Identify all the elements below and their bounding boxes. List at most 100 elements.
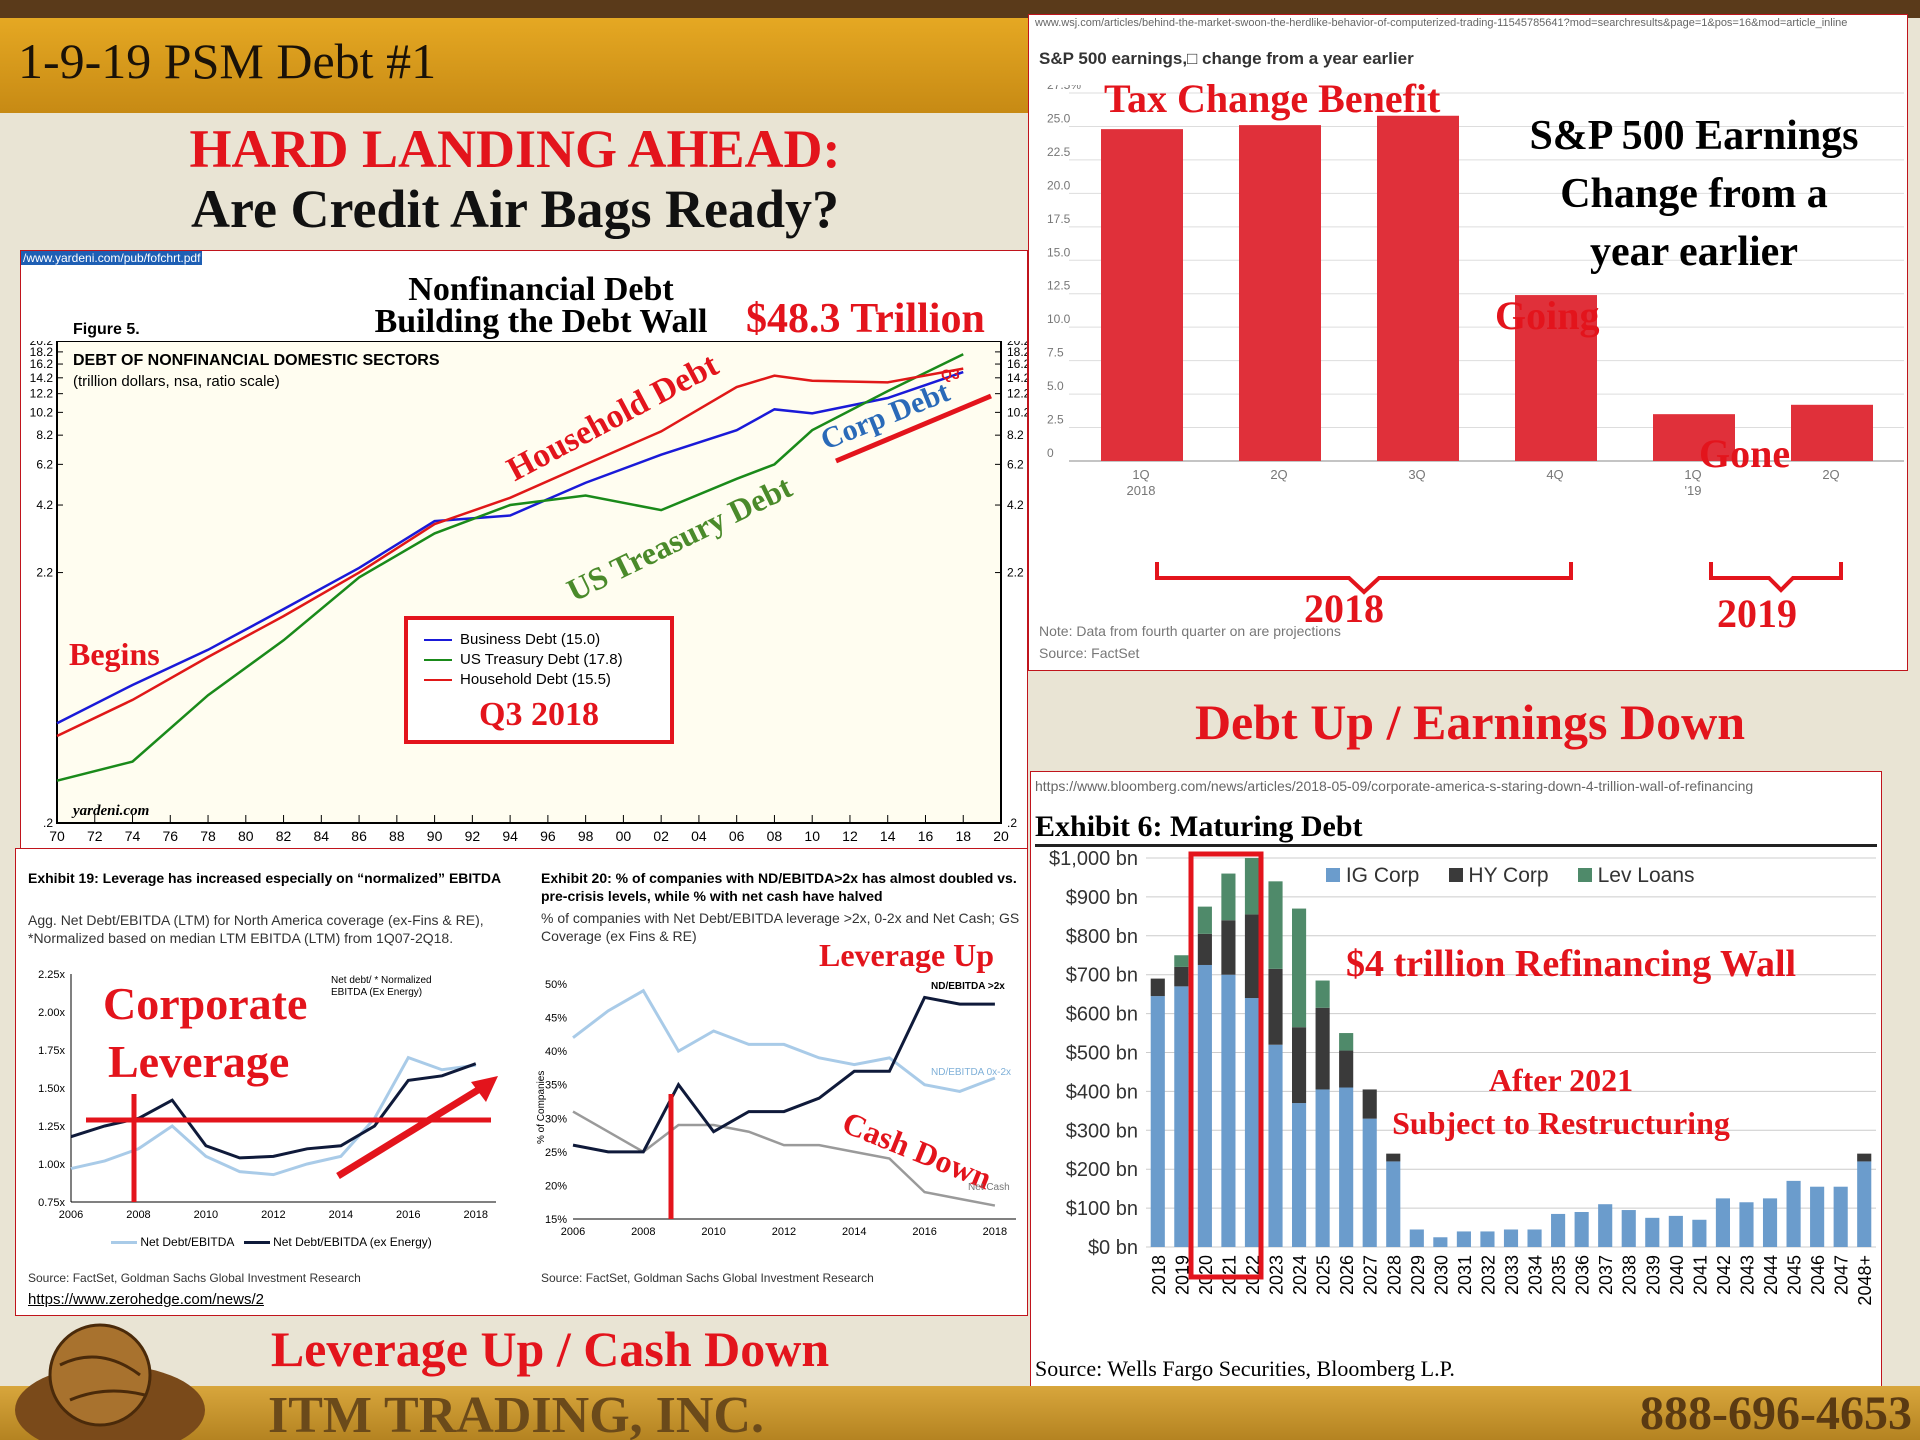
debt-earnings-caption: Debt Up / Earnings Down (1194, 694, 1746, 750)
x-tick-label: 2006 (561, 1226, 585, 1238)
after-2021-label: After 2021 (1488, 1062, 1634, 1098)
y-tick-label: 30% (545, 1113, 567, 1125)
zerohedge-link[interactable]: https://www.zerohedge.com/news/2 (28, 1291, 264, 1308)
x-tick-label: 18 (955, 828, 971, 844)
exhibit19-source: Source: FactSet, Goldman Sachs Global In… (28, 1271, 361, 1285)
bar-segment (1197, 933, 1212, 965)
y-tick-label: 7.5 (1047, 346, 1064, 360)
chart-source: Source: FactSet (1039, 645, 1140, 661)
source-url[interactable]: www.wsj.com/articles/behind-the-market-s… (1035, 17, 1848, 29)
y-tick-label: $400 bn (1066, 1081, 1138, 1103)
x-tick-label: 2006 (59, 1209, 83, 1221)
y-tick-label: 1.25x (38, 1121, 65, 1133)
brace-2019 (1709, 562, 1843, 593)
y-tick-label: $900 bn (1066, 887, 1138, 909)
total-debt-label: $48.3 Trillion (746, 296, 985, 342)
debt-chart-panel: /www.yardeni.com/pub/fofchrt.pdf Nonfina… (20, 250, 1028, 850)
treasury-debt-line (56, 353, 964, 782)
bar-segment (1244, 914, 1260, 999)
brace-2018 (1155, 562, 1573, 595)
x-tick-label: 2039 (1643, 1255, 1663, 1295)
legend-net-debt: Net Debt/EBITDA (140, 1235, 234, 1249)
bar-segment (1715, 1198, 1730, 1247)
x-tick-label: 76 (162, 828, 178, 844)
bar-segment (1621, 1210, 1636, 1247)
x-tick-label: 16 (918, 828, 934, 844)
x-tick-label: 96 (540, 828, 556, 844)
x-tick-label: 2035 (1549, 1255, 1569, 1295)
household-debt-line (56, 367, 964, 738)
x-tick-label: 2018 (983, 1226, 1007, 1238)
exhibit19-subtitle: Agg. Net Debt/EBITDA (LTM) for North Ame… (28, 912, 484, 946)
bar-segment (1244, 858, 1260, 915)
x-tick-label: 2010 (701, 1226, 725, 1238)
x-tick-label: 2045 (1785, 1255, 1805, 1295)
bar-segment (1221, 873, 1236, 921)
x-tick-label: 70 (49, 828, 65, 844)
y-tick-label: 20% (545, 1180, 567, 1192)
bar-segment (1221, 974, 1236, 1247)
y-tick-label: 2.00x (38, 1007, 65, 1019)
x-tick-label: 78 (200, 828, 216, 844)
year-braces (1155, 562, 1843, 595)
x-tick-label: 2018 (464, 1209, 488, 1221)
begins-label: Begins (69, 636, 160, 672)
legend-hy: HY Corp (1468, 864, 1549, 887)
bar-segment (1833, 1186, 1848, 1247)
legend-caption: Q3 2018 (479, 696, 599, 733)
y-tick-label: 1.75x (38, 1045, 65, 1057)
x-tick-label: 2043 (1737, 1255, 1757, 1295)
x-tick-label: 2032 (1478, 1255, 1498, 1295)
x-tick-label: 2041 (1690, 1255, 1710, 1295)
exhibit20-chart: 15% 20% 25% 30% 35% 40% 45% 50% 2006 2008 2010 2012… (545, 979, 1016, 1238)
x-tick-label: 2024 (1290, 1255, 1310, 1295)
y-tick-label: 12.5 (1047, 279, 1071, 293)
x-tick-label: 2048+ (1855, 1255, 1875, 1306)
source-url[interactable]: /www.yardeni.com/pub/fofchrt.pdf (21, 251, 203, 265)
y-tick-label: 10.2 (1007, 405, 1027, 419)
bar-segment (1292, 908, 1307, 1028)
bar-segment (1480, 1231, 1495, 1247)
chart-header: S&P 500 earnings,□ change from a year ea… (1039, 49, 1414, 68)
bar-segment (1645, 1217, 1660, 1247)
bar-segment (1150, 996, 1165, 1247)
chart-source: Source: Wells Fargo Securities, Bloomber… (1035, 1356, 1455, 1381)
bar-segment (1174, 955, 1189, 967)
y-tick-label: $200 bn (1066, 1159, 1138, 1181)
bar-segment (1786, 1180, 1801, 1247)
x-tick-label: 2008 (631, 1226, 655, 1238)
y-tick-label: 35% (545, 1080, 567, 1092)
source-url[interactable]: https://www.bloomberg.com/news/articles/… (1035, 778, 1754, 794)
company-name: ITM TRADING, INC. (268, 1387, 764, 1440)
bar-segment (1857, 1153, 1872, 1162)
nd-ebitda-0-2x-line (572, 988, 996, 1093)
x-tick-label: 2016 (912, 1226, 936, 1238)
x-tick-label: 88 (389, 828, 405, 844)
bar-segment (1409, 1229, 1424, 1247)
x-tick-label: 2019 (1172, 1255, 1192, 1295)
y-tick-label: 2.2 (1007, 566, 1024, 580)
big-title-line2: Change from a (1560, 171, 1828, 217)
bar-segment (1197, 964, 1212, 1247)
bar-segment (1315, 980, 1330, 1008)
trend-arrow-head (471, 1076, 498, 1102)
legend-net-debt-ex-energy: Net Debt/EBITDA (ex Energy) (273, 1235, 432, 1249)
bar-segment (1339, 1050, 1354, 1088)
restructuring-label: Subject to Restructuring (1392, 1105, 1730, 1141)
bar-segment (1598, 1204, 1613, 1247)
x-tick-label: 2010 (194, 1209, 218, 1221)
sp-earnings-panel: www.wsj.com/articles/behind-the-market-s… (1028, 14, 1908, 671)
nd-ebitda-over-2x-line (572, 995, 995, 1154)
bar-segment (1668, 1215, 1683, 1247)
bar-segment (1362, 1118, 1377, 1247)
legend-lev: Lev Loans (1597, 864, 1695, 887)
series-label-net-cash: Net Cash (968, 1182, 1010, 1193)
x-tick-label: 2025 (1314, 1255, 1334, 1295)
legend-item-household: Household Debt (15.5) (424, 670, 623, 690)
bar-segment (1268, 1044, 1283, 1247)
x-tick-label: 2Q (1822, 467, 1839, 482)
corporate-label: Corporate (103, 978, 308, 1029)
big-title-line1: S&P 500 Earnings (1529, 113, 1859, 159)
bar (1101, 129, 1183, 461)
y-tick-label: 4.2 (36, 498, 53, 512)
